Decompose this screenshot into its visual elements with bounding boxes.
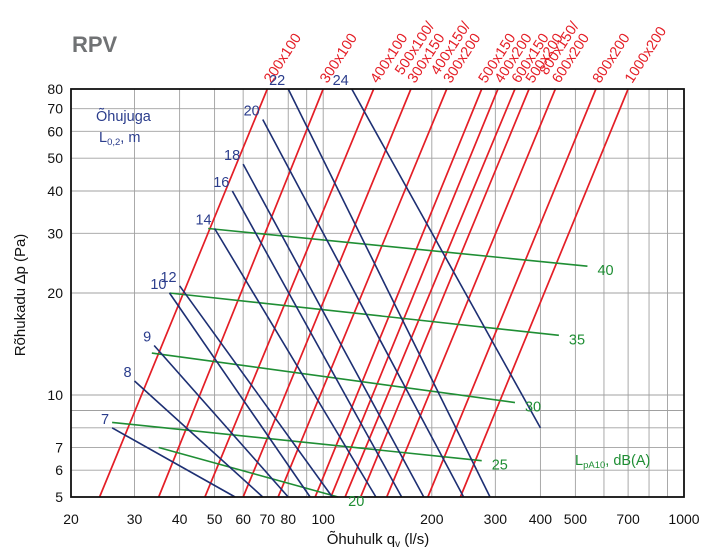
sound-line-20 — [158, 446, 339, 498]
y-tick-label: 60 — [47, 123, 63, 139]
throw-line-7 — [111, 427, 236, 498]
throw-line-24 — [351, 88, 542, 429]
sound-line-30 — [151, 352, 516, 404]
y-tick-label: 5 — [55, 489, 63, 505]
x-tick-label: 70 — [260, 511, 276, 527]
x-tick-label: 1000 — [668, 511, 699, 527]
y-tick-label: 50 — [47, 150, 63, 166]
y-tick-label: 10 — [47, 387, 63, 403]
throw-line-10 — [168, 292, 311, 498]
throw-line-14 — [213, 228, 377, 498]
x-tick-label: 40 — [172, 511, 188, 527]
grid — [70, 88, 685, 498]
throw-lines — [111, 88, 542, 498]
throw-label-9: 9 — [143, 329, 151, 345]
throw-line-12 — [178, 285, 333, 498]
throw-label-10: 10 — [150, 277, 166, 293]
duct-label-1000x200: 1000x200 — [622, 24, 670, 86]
y-tick-label: 40 — [47, 183, 63, 199]
duct-line-300x100 — [157, 88, 324, 498]
throw-legend-title: Õhujuga — [96, 108, 152, 125]
throw-line-16 — [231, 190, 403, 498]
y-tick-label: 6 — [55, 462, 63, 478]
sound-lines — [112, 227, 588, 498]
sound-labels: 20 25 30 35 40 — [348, 263, 613, 510]
x-axis-ticks: 20 30 40 50 60 70 80 100 200 300 400 500 700 1000 — [63, 511, 700, 527]
y-tick-label: 7 — [55, 439, 63, 455]
duct-line-500x200 — [359, 88, 530, 498]
y-tick-label: 20 — [47, 285, 63, 301]
plot-frame — [70, 88, 685, 498]
throw-line-8 — [133, 380, 264, 498]
sound-label-20: 20 — [348, 494, 364, 510]
throw-label-8: 8 — [123, 365, 131, 381]
duct-line-400x200 — [330, 88, 499, 498]
throw-label-7: 7 — [101, 412, 109, 428]
throw-label-18: 18 — [224, 148, 240, 164]
x-tick-label: 100 — [312, 511, 336, 527]
duct-line-600x150 — [344, 88, 516, 498]
duct-line-200x100 — [98, 88, 269, 498]
throw-line-20 — [262, 119, 465, 498]
chart-title: RPV — [72, 32, 118, 57]
x-axis-label: Õhuhulk qv (l/s) — [327, 531, 430, 550]
sound-label-30: 30 — [525, 400, 541, 416]
duct-line-1000x200 — [459, 88, 629, 498]
throw-label-22: 22 — [269, 73, 285, 89]
throw-legend-unit: L0,2, m — [99, 130, 140, 148]
duct-line-500x150 — [314, 88, 483, 498]
throw-unit-main: L — [99, 130, 107, 146]
throw-line-9 — [153, 344, 289, 498]
throw-unit-sub: 0,2 — [107, 137, 120, 148]
x-tick-label: 30 — [127, 511, 143, 527]
x-tick-label: 300 — [484, 511, 508, 527]
x-tick-label: 20 — [63, 511, 79, 527]
throw-unit-tail: , m — [120, 130, 140, 146]
duct-line-400x150-300x200 — [277, 88, 448, 498]
sound-label-35: 35 — [569, 332, 585, 348]
sound-unit-tail: , dB(A) — [605, 453, 650, 469]
x-axis-label-sub: v — [395, 539, 400, 550]
sound-label-40: 40 — [597, 263, 613, 279]
x-tick-label: 500 — [564, 511, 588, 527]
y-tick-label: 80 — [47, 81, 63, 97]
duct-line-500x100-300x150 — [242, 88, 412, 498]
sound-line-25 — [112, 421, 482, 462]
x-tick-label: 50 — [207, 511, 223, 527]
sound-line-35 — [169, 292, 559, 337]
x-axis-label-unit: (l/s) — [400, 531, 429, 548]
y-tick-label: 70 — [47, 101, 63, 117]
throw-label-24: 24 — [333, 73, 349, 89]
x-axis-label-main: Õhuhulk q — [327, 531, 395, 548]
throw-label-14: 14 — [195, 213, 211, 229]
throw-label-20: 20 — [244, 104, 260, 120]
x-tick-label: 700 — [616, 511, 640, 527]
sound-line-40 — [208, 227, 588, 267]
x-tick-label: 400 — [529, 511, 553, 527]
y-axis-label: Rõhukadu ∆p (Pa) — [12, 234, 29, 357]
sound-label-25: 25 — [492, 458, 508, 474]
x-tick-label: 200 — [420, 511, 444, 527]
throw-line-22 — [287, 88, 491, 498]
sound-unit-main: L — [575, 453, 583, 469]
x-tick-label: 60 — [235, 511, 251, 527]
x-tick-label: 80 — [280, 511, 296, 527]
duct-line-800x150-600x200 — [385, 88, 557, 498]
throw-label-12: 12 — [160, 270, 176, 286]
sound-unit-sub: pA10 — [583, 460, 605, 471]
duct-labels: 200x100 300x100 400x100500x100/300x150400x… — [261, 18, 670, 86]
sound-legend: LpA10, dB(A) — [575, 453, 650, 471]
y-axis-ticks: 5 6 7 10 20 30 40 50 60 70 80 — [47, 81, 63, 505]
y-tick-label: 30 — [47, 225, 63, 241]
throw-label-16: 16 — [213, 175, 229, 191]
throw-line-18 — [242, 163, 425, 498]
